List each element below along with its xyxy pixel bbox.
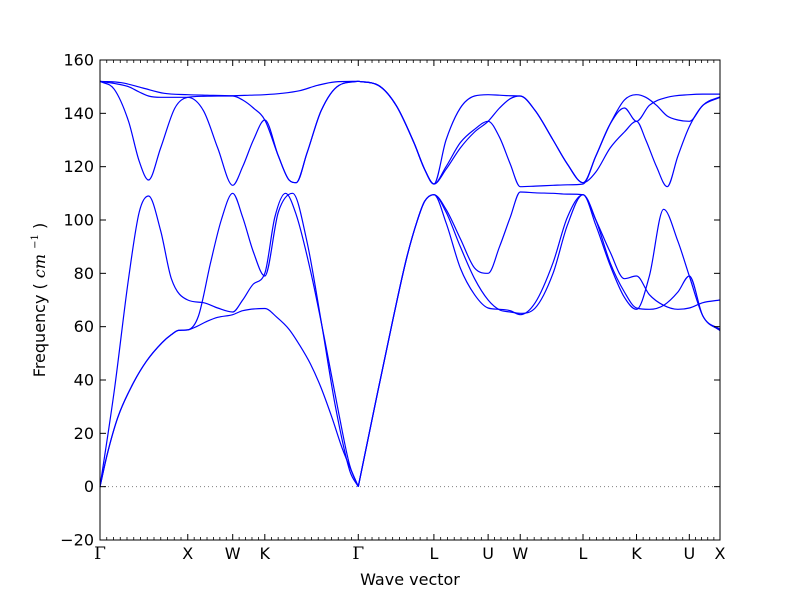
band-lines <box>99 80 721 487</box>
y-axis-label-unit-exponent: −1 <box>30 234 41 249</box>
y-axis-label: Frequency ( cm −1 ) <box>23 223 49 377</box>
y-tick-label: 60 <box>74 317 94 336</box>
x-tick-label-w: W <box>512 544 528 563</box>
plot-frame <box>99 59 721 541</box>
x-tick-label-l: L <box>429 544 438 563</box>
band-line-6 <box>99 80 359 97</box>
x-tick-label-x: X <box>715 544 726 563</box>
x-tick-label-gamma: Γ <box>94 544 106 564</box>
y-tick-label: 80 <box>74 264 94 283</box>
band-line-2 <box>99 192 359 487</box>
y-tick-label: 120 <box>63 157 94 176</box>
y-axis-label-prefix: Frequency ( <box>30 283 49 377</box>
x-tick-label-u: U <box>683 544 695 563</box>
band-line-9 <box>357 194 721 487</box>
y-tick-label: 20 <box>74 424 94 443</box>
x-tick-label-k: K <box>260 544 271 563</box>
x-axis-label: Wave vector <box>360 570 460 589</box>
y-axis-label-suffix: ) <box>30 223 49 229</box>
x-tick-label-l: L <box>579 544 588 563</box>
x-tick-label-u: U <box>482 544 494 563</box>
y-tick-label: 160 <box>63 51 94 70</box>
band-line-5 <box>99 80 359 186</box>
y-axis-label-unit: cm <box>30 254 49 278</box>
x-tick-label-k: K <box>631 544 642 563</box>
x-tick-label-gamma: Γ <box>352 544 364 564</box>
band-line-12 <box>358 80 720 185</box>
y-tick-label: 0 <box>84 477 94 496</box>
band-line-3 <box>99 192 359 487</box>
x-tick-label-w: W <box>225 544 241 563</box>
y-tick-label: 40 <box>74 371 94 390</box>
x-tick-label-x: X <box>182 544 193 563</box>
y-tick-label: −20 <box>60 531 94 550</box>
y-tick-labels: −20 0 20 40 60 80 100 120 140 160 <box>60 51 94 550</box>
y-tick-label: 100 <box>63 211 94 230</box>
y-tick-label: 140 <box>63 104 94 123</box>
